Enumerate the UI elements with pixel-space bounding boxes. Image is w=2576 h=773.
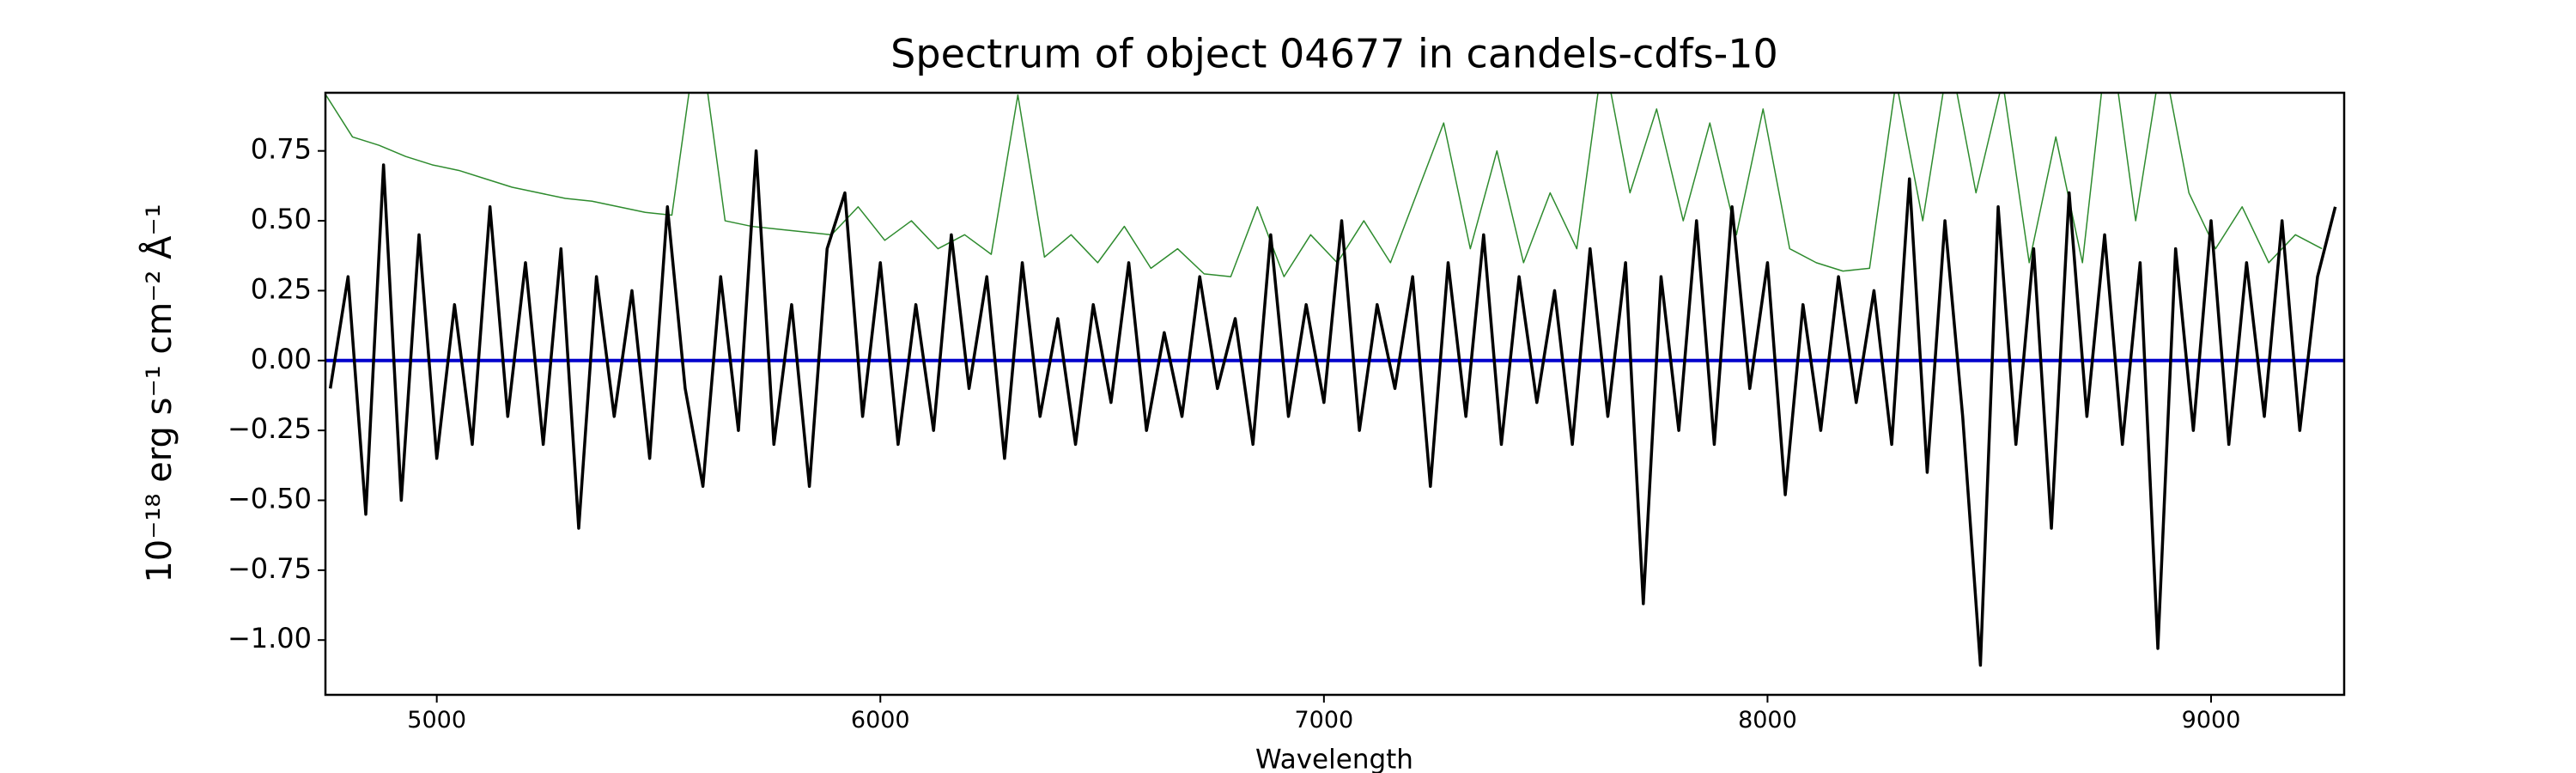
x-tick-label: 5000 — [407, 707, 466, 733]
spectrum-line — [328, 149, 2337, 667]
y-tick-label: 0.50 — [251, 203, 312, 235]
axes-frame — [324, 91, 2346, 697]
y-tick-label: 0.25 — [251, 272, 312, 305]
spectrum-line — [325, 93, 2323, 277]
y-tick-label: 0.00 — [251, 343, 312, 375]
y-tick-label: −1.00 — [228, 622, 312, 654]
x-tick-label: 9000 — [2182, 707, 2241, 733]
x-tick-label: 8000 — [1738, 707, 1797, 733]
x-tick-label: 7000 — [1294, 707, 1353, 733]
x-tick-label: 6000 — [851, 707, 910, 733]
y-tick-label: −0.25 — [228, 412, 312, 445]
y-tick-label: 0.75 — [251, 133, 312, 166]
y-tick-label: −0.50 — [228, 482, 312, 514]
plot-area — [325, 93, 2344, 667]
y-tick-label: −0.75 — [228, 552, 312, 585]
y-axis-label: 10⁻¹⁸ erg s⁻¹ cm⁻² Å⁻¹ — [138, 204, 179, 582]
x-axis-label: Wavelength — [1255, 745, 1413, 773]
chart-title: Spectrum of object 04677 in candels-cdfs… — [890, 31, 1778, 77]
